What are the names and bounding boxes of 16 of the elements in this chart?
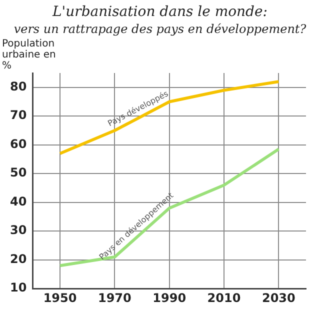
x-tick-label: 1970: [98, 290, 132, 305]
x-tick-label: 1990: [152, 290, 186, 305]
y-tick-label: 60: [10, 136, 27, 151]
y-tick-label: 20: [10, 252, 27, 266]
y-tick-label: 70: [10, 108, 27, 122]
y-tick-label: 10: [10, 280, 27, 295]
y-tick-label: 50: [10, 166, 27, 180]
chart-title: L'urbanisation dans le monde:: [51, 4, 269, 21]
y-tick-label: 40: [10, 194, 27, 208]
x-tick-label: 2030: [262, 290, 296, 305]
y-tick-label: 30: [10, 223, 27, 238]
chart-subtitle: vers un rattrapage des pays en développement?: [12, 21, 308, 37]
y-axis-title: Population urbaine en %: [2, 38, 56, 72]
x-tick-label: 2010: [207, 290, 241, 305]
x-tick-label: 1950: [43, 290, 77, 305]
y-tick-label: 80: [10, 80, 27, 94]
